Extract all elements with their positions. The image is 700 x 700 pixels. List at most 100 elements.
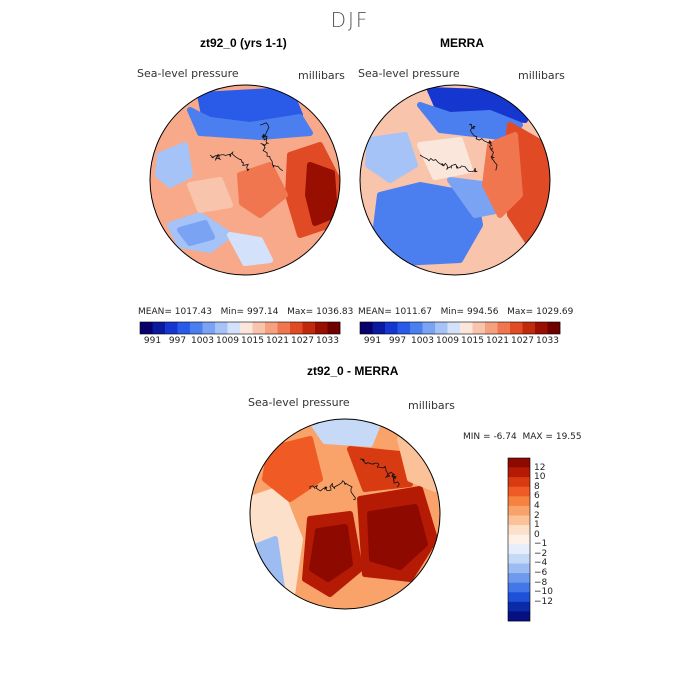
panel3-min-value: -6.74 [493, 432, 517, 442]
panel1-max-value: 1036.83 [316, 307, 354, 317]
panel3-colorbar-segment [508, 592, 530, 603]
panel1-stats: MEAN= 1017.43 Min= 997.14 Max= 1036.83 [138, 307, 353, 317]
panel1-colorbar-segment [290, 322, 303, 334]
panel1-contour-region [237, 162, 288, 218]
panel3-colorbar-tick-label: −6 [534, 568, 548, 579]
panel1-colorbar-segment [190, 322, 203, 334]
panel2-units-label: millibars [518, 69, 565, 82]
panel1-field [150, 85, 340, 275]
panel2-colorbar-segment [372, 322, 386, 334]
panel2-colorbar-segment [410, 322, 423, 334]
panel3-colorbar-segment [508, 467, 530, 478]
panel3-colorbar-segment [508, 611, 530, 622]
panel3-colorbar-segment [508, 505, 530, 516]
panel3-colorbar-tick-label: 1 [534, 520, 540, 531]
panel2-field [360, 85, 550, 275]
panel3-stats: MIN = -6.74 MAX = 19.55 [463, 432, 582, 442]
panel1-colorbar-segment [265, 322, 278, 334]
panel3-contour-region [307, 419, 383, 447]
panel3-map-border [249, 418, 441, 610]
panel1-min-label: Min= [220, 307, 245, 317]
panel3-colorbar-tick-label: −12 [534, 596, 553, 607]
panel3-max-value: 19.55 [555, 432, 582, 442]
panel2-colorbar-segment [472, 322, 486, 334]
panel1-colorbar-segment [165, 322, 178, 334]
panel1-title: zt92_0 (yrs 1-1) [200, 36, 287, 50]
panel1-colorbar-frame [139, 321, 341, 335]
panel3-colorbar-tick-label: −2 [534, 548, 548, 559]
panel1-colorbar-segment [202, 322, 216, 334]
panel1-variable-label: Sea-level pressure [137, 67, 239, 80]
panel2-colorbar-segment [422, 322, 436, 334]
panel2-colorbar-segment [447, 322, 461, 334]
panel2-colorbar-segment [535, 322, 548, 334]
panel1-colorbar-tick-label: 1003 [191, 336, 214, 346]
panel1-colorbar-tick-label: 997 [168, 336, 187, 346]
panel3-contour-region [309, 524, 353, 582]
panel3-min-label: MIN = [463, 432, 491, 442]
panel2-max-label: Max= [507, 307, 534, 317]
panel1-colorbar-segment [277, 322, 291, 334]
panel3-colorbar-ticks: 12 10 8 6 4 2 1 0 −1 −2 −4 −6 −8 −10 −12 [534, 458, 574, 621]
panel1-mean-value: 1017.43 [174, 307, 212, 317]
panel2-colorbar-tick-label: 1009 [436, 336, 459, 346]
panel3-colorbar-segment [508, 458, 530, 468]
panel1-coastline [209, 151, 250, 172]
panel3-colorbar-segment [508, 544, 530, 555]
panel1-colorbar-segment [240, 322, 253, 334]
panel3-colorbar-tick-label: −4 [534, 558, 548, 569]
panel3-colorbar-frame [507, 457, 531, 622]
panel2-mean-value: 1011.67 [394, 307, 432, 317]
panel1-colorbar-segment [215, 322, 228, 334]
figure-title: DJF [330, 8, 370, 32]
panel1-mean-label: MEAN= [138, 307, 172, 317]
panel2-coastline [419, 154, 478, 173]
panel3-colorbar-tick-label: 4 [534, 500, 540, 511]
panel3-title: zt92_0 - MERRA [307, 364, 399, 378]
panel2-colorbar-frame [359, 321, 561, 335]
panel1-units-label: millibars [298, 69, 345, 82]
panel1-colorbar-segment [140, 322, 153, 334]
panel3-colorbar-tick-label: −10 [534, 587, 553, 598]
panel1-colorbar-tick-label: 1027 [291, 336, 314, 346]
panel3-colorbar-tick-label: 2 [534, 510, 540, 521]
panel1-map-border [149, 84, 341, 276]
panel2-max-value: 1029.69 [536, 307, 574, 317]
panel1-colorbar-segment [252, 322, 266, 334]
panel3-coastline [360, 458, 400, 488]
panel3-colorbar-tick-label: 6 [534, 491, 540, 502]
panel1-colorbar-tick-label: 991 [143, 336, 162, 346]
panel2-colorbar-segment [522, 322, 536, 334]
panel2-min-value: 994.56 [466, 307, 499, 317]
panel1-polar-map [149, 84, 341, 276]
panel3-colorbar-segment [508, 486, 530, 497]
panel3-coastline [309, 480, 356, 501]
panel2-coastline [469, 123, 498, 171]
panel1-colorbar-segment [152, 322, 166, 334]
panel2-min-label: Min= [440, 307, 465, 317]
panel2-colorbar-segment [397, 322, 411, 334]
panel3-colorbar-segment [508, 496, 530, 507]
panel1-coastline [259, 122, 284, 172]
panel1-contour-region [155, 142, 193, 188]
panel3-colorbar-tick-label: 12 [534, 462, 546, 473]
panel2-map-border [359, 84, 551, 276]
panel1-max-label: Max= [287, 307, 314, 317]
panel3-colorbar-segment [508, 534, 530, 545]
panel3-colorbar-segment [508, 573, 530, 583]
panel2-colorbar-tick-label: 1033 [536, 336, 559, 346]
panel1-contour-region [187, 107, 313, 140]
panel2-colorbar-segment [385, 322, 398, 334]
panel2-colorbar-tick-label: 1015 [461, 336, 484, 346]
panel2-colorbar-segment [360, 322, 373, 334]
panel2-colorbar-segment [547, 322, 561, 334]
panel3-colorbar-tick-label: −8 [534, 577, 548, 588]
panel2-colorbar-tick-label: 1021 [486, 336, 509, 346]
panel2-colorbar-segment [510, 322, 523, 334]
panel3-max-label: MAX = [522, 432, 553, 442]
panel2-colorbar-segment [460, 322, 473, 334]
panel2-contour-region [365, 132, 418, 183]
panel3-variable-label: Sea-level pressure [248, 396, 350, 409]
panel1-colorbar-segment [327, 322, 341, 334]
panel3-colorbar-tick-label: 0 [534, 529, 540, 540]
